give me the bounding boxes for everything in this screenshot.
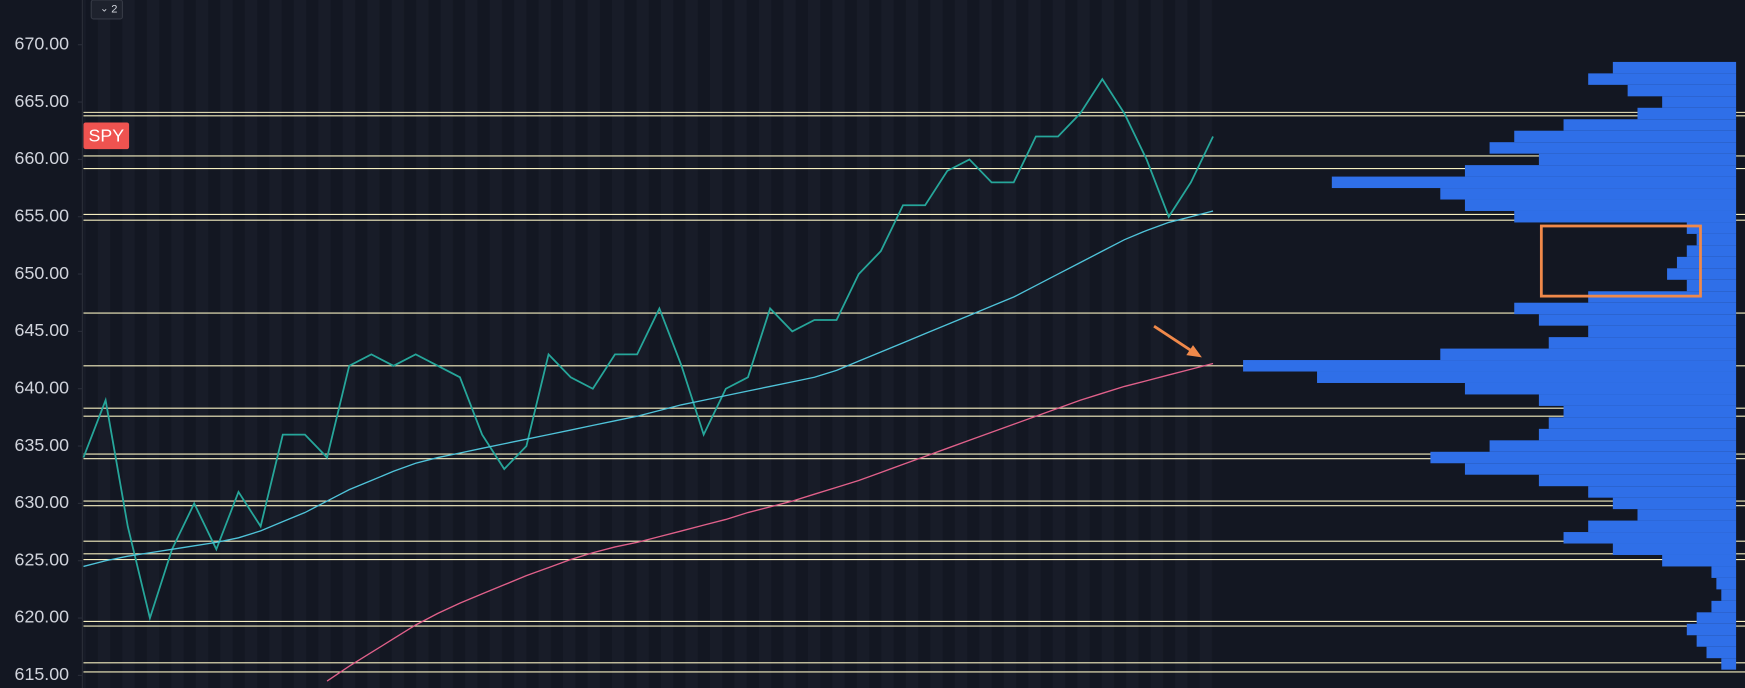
volume-bar	[1538, 314, 1737, 326]
panel-chevron: ⌄	[100, 4, 108, 15]
volume-bar	[1464, 165, 1737, 177]
volume-bar	[1637, 509, 1737, 521]
volume-bar	[1686, 623, 1737, 636]
volume-bar	[1686, 245, 1737, 257]
volume-bar	[1696, 233, 1737, 246]
y-tick-label: 635.00	[15, 435, 70, 455]
volume-bar	[1538, 428, 1737, 441]
volume-bar	[1711, 566, 1737, 578]
panel-button[interactable]	[90, 0, 123, 20]
volume-bar	[1514, 302, 1737, 315]
volume-bar	[1686, 222, 1737, 234]
volume-bar	[1430, 451, 1737, 464]
series-line	[82, 77, 1214, 622]
volume-bar	[1612, 497, 1737, 510]
volume-bar	[1440, 348, 1737, 361]
volume-bar	[1514, 210, 1737, 223]
symbol-badge	[83, 122, 130, 150]
volume-bar	[1721, 658, 1737, 670]
y-tick-label: 640.00	[15, 377, 70, 397]
volume-bar	[1588, 73, 1737, 85]
y-tick-label: 665.00	[15, 91, 70, 111]
y-tick-label: 630.00	[15, 492, 70, 512]
y-tick-label: 660.00	[15, 148, 70, 168]
volume-bar	[1464, 382, 1737, 395]
y-tick-label: 670.00	[15, 33, 70, 53]
volume-bar	[1686, 279, 1737, 292]
volume-bar	[1662, 554, 1737, 567]
volume-bar	[1711, 600, 1737, 613]
symbol-label: SPY	[88, 126, 124, 146]
session-stripes	[83, 0, 1214, 688]
y-tick-label: 620.00	[15, 607, 70, 627]
series-line	[83, 210, 1214, 568]
volume-bar	[1489, 440, 1737, 452]
volume-bar	[1588, 325, 1737, 338]
volume-bar	[1243, 360, 1737, 372]
arrow-head	[1186, 345, 1202, 358]
volume-bar	[1548, 337, 1737, 349]
volume-bar	[1676, 256, 1737, 269]
series-line	[326, 362, 1214, 682]
y-tick-label: 615.00	[15, 664, 70, 684]
y-tick-label: 650.00	[15, 263, 70, 283]
volume-bar	[1612, 543, 1737, 555]
volume-bar	[1662, 96, 1737, 108]
volume-bar	[1538, 394, 1737, 406]
volume-bar	[1464, 463, 1737, 475]
volume-bar	[1612, 61, 1737, 74]
arrow	[1153, 325, 1194, 353]
volume-bar	[1696, 635, 1737, 647]
volume-bar	[1489, 142, 1737, 154]
y-tick-label: 655.00	[15, 205, 70, 225]
volume-bar	[1563, 532, 1737, 544]
volume-bar	[1627, 84, 1737, 97]
panel-count: 2	[111, 3, 117, 15]
volume-bar	[1696, 612, 1737, 624]
volume-bar	[1563, 119, 1737, 131]
volume-bar	[1588, 520, 1737, 533]
y-tick-label: 645.00	[15, 320, 70, 340]
volume-bar	[1440, 188, 1737, 200]
volume-bar	[1464, 199, 1737, 211]
volume-bar	[1538, 474, 1737, 487]
volume-bar	[1637, 107, 1737, 120]
volume-bar	[1514, 130, 1737, 143]
highlight-box	[1539, 224, 1702, 298]
volume-bar	[1331, 176, 1737, 189]
volume-bar	[1548, 417, 1737, 429]
volume-bar	[1721, 589, 1737, 601]
volume-bar	[1563, 405, 1737, 418]
volume-bar	[1706, 646, 1737, 659]
y-tick-label: 625.00	[15, 549, 70, 569]
volume-bar	[1716, 577, 1737, 590]
volume-bar	[1538, 153, 1737, 166]
volume-bar	[1317, 371, 1737, 383]
volume-bar	[1588, 486, 1737, 498]
